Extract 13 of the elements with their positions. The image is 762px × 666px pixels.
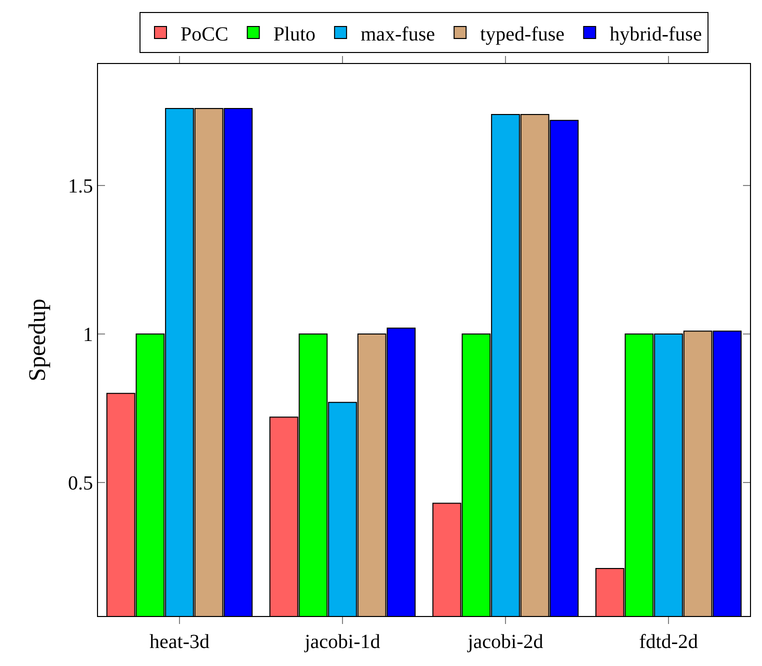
legend-label: typed-fuse: [480, 23, 565, 46]
y-tick-label: 0.5: [68, 472, 93, 494]
legend-label: Pluto: [273, 23, 316, 46]
x-tick-label: fdtd-2d: [639, 631, 698, 653]
legend-label: max-fuse: [360, 23, 436, 46]
x-tick-label: jacobi-1d: [304, 631, 380, 653]
x-tick-label: heat-3d: [150, 631, 210, 653]
y-axis-title: Speedup: [25, 298, 52, 382]
legend-label: hybrid-fuse: [610, 23, 702, 46]
y-tick-label: 1: [83, 324, 93, 346]
legend-label: PoCC: [180, 23, 228, 46]
x-tick-label: jacobi-2d: [466, 631, 544, 653]
y-tick-label: 1.5: [68, 176, 93, 198]
